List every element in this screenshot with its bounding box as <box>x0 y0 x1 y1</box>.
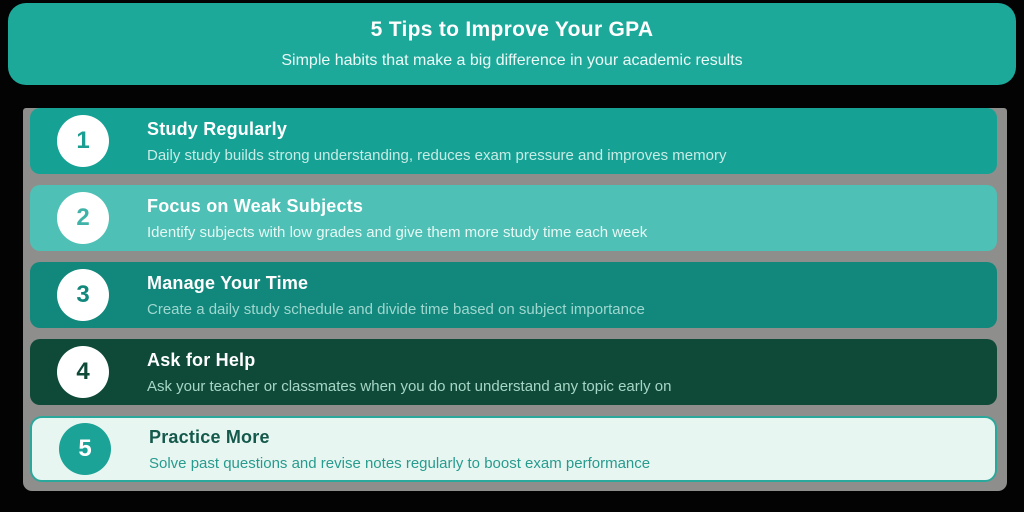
tip-number-badge: 2 <box>57 192 109 244</box>
tip-text-block: Practice More Solve past questions and r… <box>149 427 650 472</box>
tip-row-practice-more: 5 Practice More Solve past questions and… <box>30 416 997 482</box>
tip-title: Practice More <box>149 426 270 447</box>
tip-description: Identify subjects with low grades and gi… <box>147 223 648 241</box>
tip-number: 5 <box>78 435 92 462</box>
tip-description: Ask your teacher or classmates when you … <box>147 377 672 395</box>
tip-number-badge: 5 <box>59 423 111 475</box>
tip-row-focus-weak-subjects: 2 Focus on Weak Subjects Identify subjec… <box>30 185 997 251</box>
tip-number-badge: 1 <box>57 115 109 167</box>
tip-number-badge: 4 <box>57 346 109 398</box>
tip-number: 1 <box>76 127 90 154</box>
tip-title: Manage Your Time <box>147 272 309 293</box>
tip-number: 4 <box>76 358 90 385</box>
tip-description: Create a daily study schedule and divide… <box>147 300 645 318</box>
tip-row-manage-your-time: 3 Manage Your Time Create a daily study … <box>30 262 997 328</box>
tip-text-block: Focus on Weak Subjects Identify subjects… <box>147 196 647 241</box>
tip-row-ask-for-help: 4 Ask for Help Ask your teacher or class… <box>30 339 997 405</box>
tip-text-block: Ask for Help Ask your teacher or classma… <box>147 350 671 395</box>
page-subtitle: Simple habits that make a big difference… <box>281 52 743 69</box>
page-title: 5 Tips to Improve Your GPA <box>370 18 654 41</box>
tip-title: Ask for Help <box>147 349 256 370</box>
tip-description: Daily study builds strong understanding,… <box>147 146 727 164</box>
tip-title: Study Regularly <box>147 118 288 139</box>
tip-title: Focus on Weak Subjects <box>147 195 364 216</box>
tip-number: 2 <box>76 204 90 231</box>
tip-row-study-regularly: 1 Study Regularly Daily study builds str… <box>30 108 997 174</box>
tip-text-block: Manage Your Time Create a daily study sc… <box>147 273 645 318</box>
tip-text-block: Study Regularly Daily study builds stron… <box>147 119 726 164</box>
header-banner: 5 Tips to Improve Your GPA Simple habits… <box>8 3 1016 85</box>
tip-number: 3 <box>76 281 90 308</box>
tip-number-badge: 3 <box>57 269 109 321</box>
tips-panel: 1 Study Regularly Daily study builds str… <box>23 108 1007 491</box>
tip-description: Solve past questions and revise notes re… <box>149 454 651 472</box>
